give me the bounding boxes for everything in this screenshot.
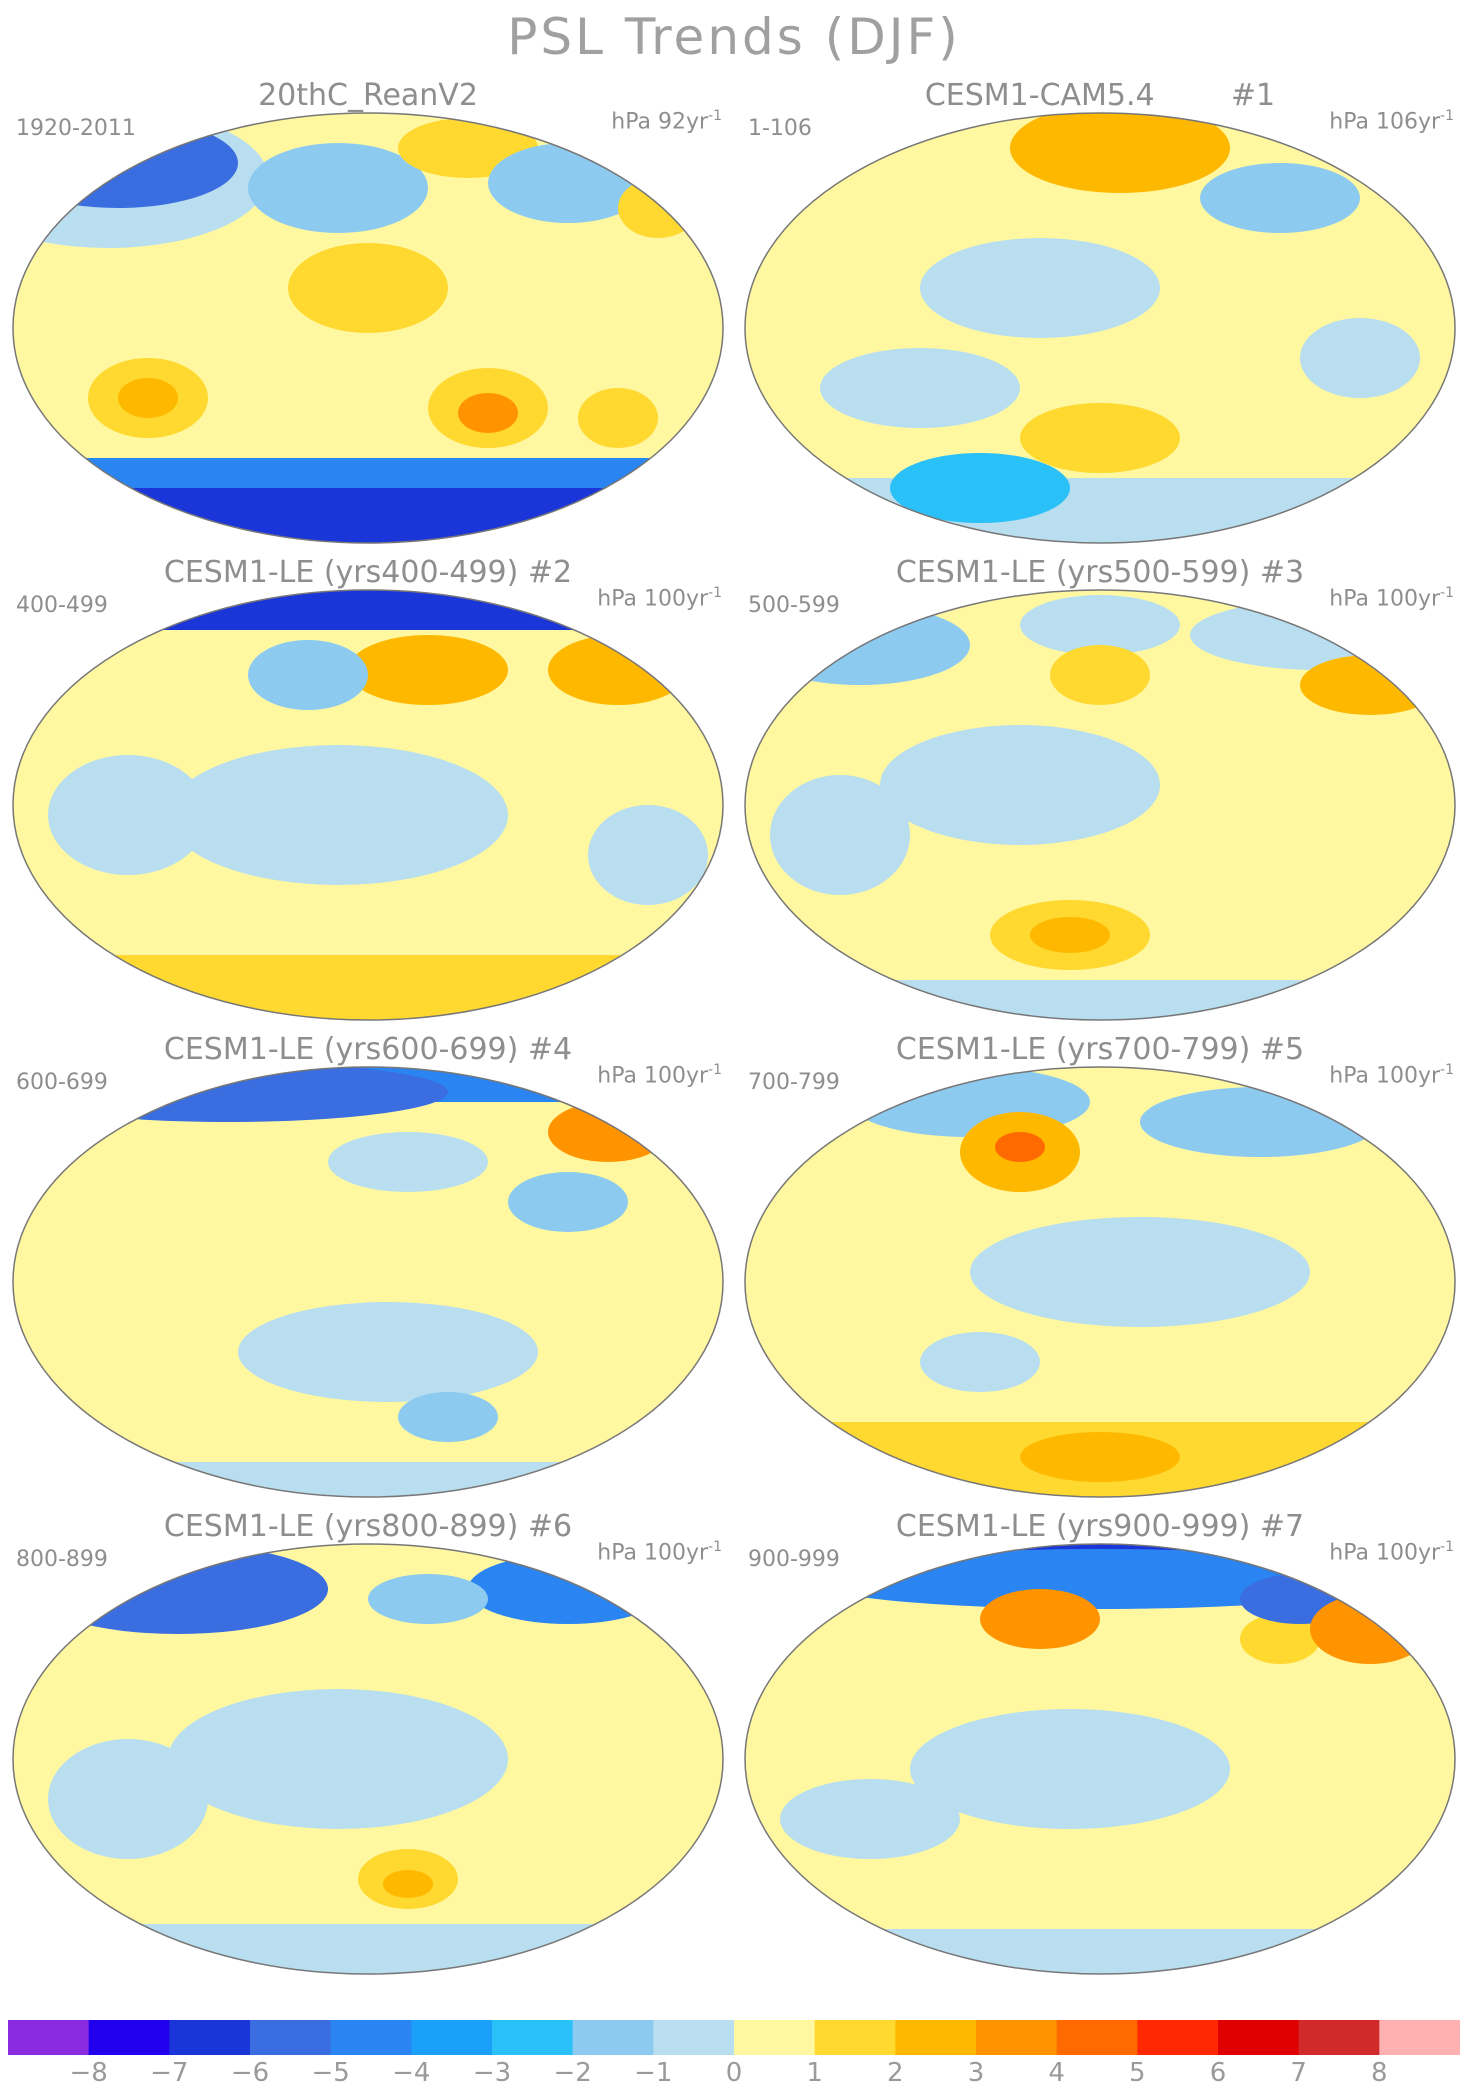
map-panel-yrs400-499: CESM1-LE (yrs400-499) #2 400-499 hPa 100… [8, 555, 728, 1025]
colorbar-swatch [1056, 2020, 1138, 2055]
colorbar-swatch [8, 2020, 90, 2055]
trend-map [12, 1066, 724, 1498]
map-panel-20thc-reanv2: 20thC_ReanV2 1920-2011 hPa 92yr-1 [8, 78, 728, 548]
colorbar-tick-label: 6 [1209, 2058, 1227, 2088]
map-panel-yrs900-999: CESM1-LE (yrs900-999) #7 900-999 hPa 100… [740, 1509, 1460, 1979]
colorbar-tick-label: 8 [1371, 2058, 1388, 2088]
map-panel-yrs600-699: CESM1-LE (yrs600-699) #4 600-699 hPa 100… [8, 1032, 728, 1502]
colorbar-tick-label: 4 [1048, 2058, 1065, 2088]
colorbar-swatch [976, 2020, 1058, 2055]
colorbar-tick-label: −6 [230, 2058, 270, 2088]
colorbar-tick-label: 3 [967, 2058, 985, 2088]
trend-map [12, 589, 724, 1021]
colorbar-swatch [250, 2020, 332, 2055]
colorbar-swatch [895, 2020, 977, 2055]
trend-map [12, 1543, 724, 1975]
panel-years: 700-799 [748, 1070, 840, 1095]
colorbar-tick-label: −7 [150, 2058, 189, 2088]
panel-title: CESM1-CAM5.4 #1 [924, 78, 1276, 113]
map-panel-yrs700-799: CESM1-LE (yrs700-799) #5 700-799 hPa 100… [740, 1032, 1460, 1502]
panel-years: 800-899 [16, 1547, 108, 1572]
panel-units: hPa 100yr-1 [1329, 1062, 1454, 1089]
panel-years: 900-999 [748, 1547, 840, 1572]
colorbar-tick-label: −3 [472, 2058, 512, 2088]
colorbar-swatch [572, 2020, 654, 2055]
colorbar-tick-label: −2 [553, 2058, 592, 2088]
colorbar-swatch [1218, 2020, 1300, 2055]
colorbar-swatch [653, 2020, 735, 2055]
trend-map [744, 1543, 1456, 1975]
colorbar-tick-label: −8 [69, 2058, 108, 2088]
colorbar-swatch [1137, 2020, 1219, 2055]
panel-units: hPa 106yr-1 [1329, 108, 1454, 135]
colorbar [8, 2020, 1460, 2055]
panel-title: 20thC_ReanV2 [258, 78, 478, 113]
trend-map [744, 1066, 1456, 1498]
panel-units: hPa 100yr-1 [597, 1539, 722, 1566]
colorbar-tick-label: −5 [311, 2058, 350, 2088]
panel-title: CESM1-LE (yrs500-599) #3 [895, 555, 1305, 590]
trend-map [12, 112, 724, 544]
panel-units: hPa 100yr-1 [1329, 1539, 1454, 1566]
panel-title: CESM1-LE (yrs700-799) #5 [895, 1032, 1305, 1067]
panel-years: 1920-2011 [16, 116, 136, 141]
panel-title: CESM1-LE (yrs400-499) #2 [163, 555, 573, 590]
colorbar-swatch [1379, 2020, 1460, 2055]
colorbar-tick-label: −4 [392, 2058, 431, 2088]
panel-years: 1-106 [748, 116, 812, 141]
colorbar-tick-label: −1 [634, 2058, 673, 2088]
colorbar-tick-label: 5 [1129, 2058, 1146, 2088]
colorbar-swatch [1298, 2020, 1380, 2055]
panel-title: CESM1-LE (yrs800-899) #6 [163, 1509, 573, 1544]
panel-title: CESM1-LE (yrs900-999) #7 [895, 1509, 1305, 1544]
colorbar-tick-label: 1 [806, 2058, 823, 2088]
colorbar-swatch [169, 2020, 251, 2055]
colorbar-tick-label: 7 [1290, 2058, 1307, 2088]
colorbar-swatch [734, 2020, 816, 2055]
panel-units: hPa 100yr-1 [597, 585, 722, 612]
colorbar-tick-label: 2 [887, 2058, 904, 2088]
trend-map [744, 112, 1456, 544]
trend-map [744, 589, 1456, 1021]
colorbar-swatch [411, 2020, 493, 2055]
figure-title: PSL Trends (DJF) [507, 8, 961, 66]
panel-years: 400-499 [16, 593, 108, 618]
panel-years: 500-599 [748, 593, 840, 618]
panel-years: 600-699 [16, 1070, 108, 1095]
panel-units: hPa 100yr-1 [597, 1062, 722, 1089]
map-panel-cesm1-cam5: CESM1-CAM5.4 #1 1-106 hPa 106yr-1 [740, 78, 1460, 548]
map-panel-yrs800-899: CESM1-LE (yrs800-899) #6 800-899 hPa 100… [8, 1509, 728, 1979]
panel-units: hPa 92yr-1 [611, 108, 722, 135]
colorbar-swatch [88, 2020, 170, 2055]
colorbar-swatch [492, 2020, 574, 2055]
colorbar-swatch [330, 2020, 412, 2055]
colorbar-labels: −8 −7 −6 −5 −4 −3 −2 −1 0 1 2 3 4 5 6 7 8 [8, 2058, 1460, 2088]
panel-title: CESM1-LE (yrs600-699) #4 [163, 1032, 573, 1067]
colorbar-tick-label: 0 [725, 2058, 743, 2088]
panel-units: hPa 100yr-1 [1329, 585, 1454, 612]
map-panel-yrs500-599: CESM1-LE (yrs500-599) #3 500-599 hPa 100… [740, 555, 1460, 1025]
colorbar-swatch [814, 2020, 896, 2055]
